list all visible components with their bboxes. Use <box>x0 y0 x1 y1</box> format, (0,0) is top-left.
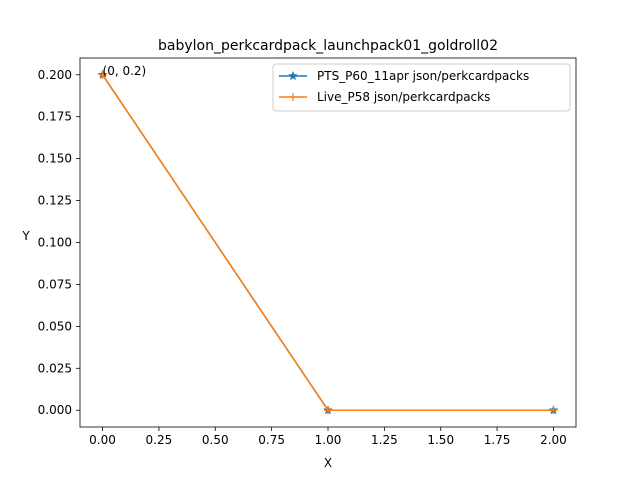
point-annotation: (0, 0.2) <box>103 64 147 78</box>
legend-label: Live_P58 json/perkcardpacks <box>317 90 490 104</box>
legend-marker <box>288 70 298 81</box>
legend: PTS_P60_11apr json/perkcardpacks Live_P58… <box>272 63 571 112</box>
x-tick-label: 1.50 <box>427 433 454 447</box>
x-tick-label: 0.50 <box>202 433 229 447</box>
x-tick-label: 1.25 <box>371 433 398 447</box>
x-tick-label: 0.00 <box>89 433 116 447</box>
plot-background <box>80 58 576 427</box>
chart-title: babylon_perkcardpack_launchpack01_goldro… <box>158 38 498 54</box>
y-tick-label: 0.200 <box>38 68 72 82</box>
y-axis-ticks: 0.000 0.025 0.050 0.075 0.100 0.125 0.150 0.175… <box>38 68 80 417</box>
x-axis-label: X <box>324 456 332 470</box>
x-tick-label: 1.75 <box>484 433 511 447</box>
y-tick-label: 0.100 <box>38 236 72 250</box>
series-2 <box>98 70 558 415</box>
plot-area <box>80 58 576 427</box>
x-tick-label: 2.00 <box>540 433 567 447</box>
legend-marker <box>289 93 297 101</box>
y-tick-label: 0.125 <box>38 194 72 208</box>
y-tick-label: 0.050 <box>38 319 72 333</box>
y-tick-label: 0.175 <box>38 110 72 124</box>
data-point <box>98 70 107 79</box>
y-tick-label: 0.075 <box>38 277 72 291</box>
data-point <box>324 406 332 415</box>
x-tick-label: 1.00 <box>315 433 342 447</box>
y-tick-label: 0.150 <box>38 152 72 166</box>
y-axis-label: Y <box>21 229 30 243</box>
data-point <box>549 406 558 415</box>
legend-item: Live_P58 json/perkcardpacks <box>279 90 490 104</box>
x-axis-ticks: 0.00 0.25 0.50 0.75 1.00 1.25 1.50 1.75 2.00 <box>89 427 567 447</box>
annotation-layer: (0, 0.2) <box>103 64 147 78</box>
y-tick-label: 0.000 <box>38 403 72 417</box>
series-layer <box>97 69 559 415</box>
legend-box <box>272 63 571 112</box>
x-tick-label: 0.25 <box>146 433 173 447</box>
legend-item: PTS_P60_11apr json/perkcardpacks <box>279 69 529 83</box>
x-tick-label: 0.75 <box>258 433 285 447</box>
legend-label: PTS_P60_11apr json/perkcardpacks <box>317 69 529 83</box>
y-tick-label: 0.025 <box>38 361 72 375</box>
